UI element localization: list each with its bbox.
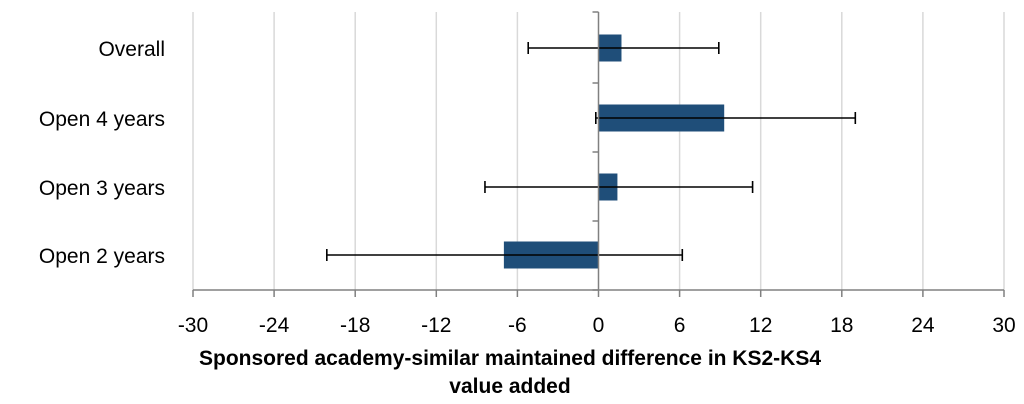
x-tick-label: -12 — [421, 314, 451, 337]
x-axis-title: Sponsored academy-similar maintained dif… — [198, 347, 822, 398]
x-tick-label: 24 — [911, 314, 935, 337]
x-tick-label: -18 — [340, 314, 370, 337]
bars — [503, 34, 725, 269]
x-tick-label: -24 — [259, 314, 290, 337]
x-tick-label: -30 — [178, 314, 208, 337]
x-tick-label: 6 — [674, 314, 686, 337]
x-tick-labels: -30 -24 -18 -12 -6 0 6 12 18 24 30 — [178, 314, 1016, 337]
x-tick-label: 12 — [749, 314, 772, 337]
category-label: Open 3 years — [39, 177, 165, 200]
x-tick-label: 0 — [593, 314, 605, 337]
category-label: Open 4 years — [39, 108, 165, 131]
category-labels: Overall Open 4 years Open 3 years Open 2 ye… — [39, 38, 165, 268]
category-label: Open 2 years — [39, 245, 165, 268]
error-bars — [326, 42, 857, 261]
x-tick-label: 18 — [830, 314, 853, 337]
category-label: Overall — [98, 38, 165, 61]
x-tick-label: 30 — [992, 314, 1015, 337]
gridlines — [192, 12, 1005, 290]
axes — [192, 11, 1005, 297]
x-tick-label: -6 — [508, 314, 527, 337]
